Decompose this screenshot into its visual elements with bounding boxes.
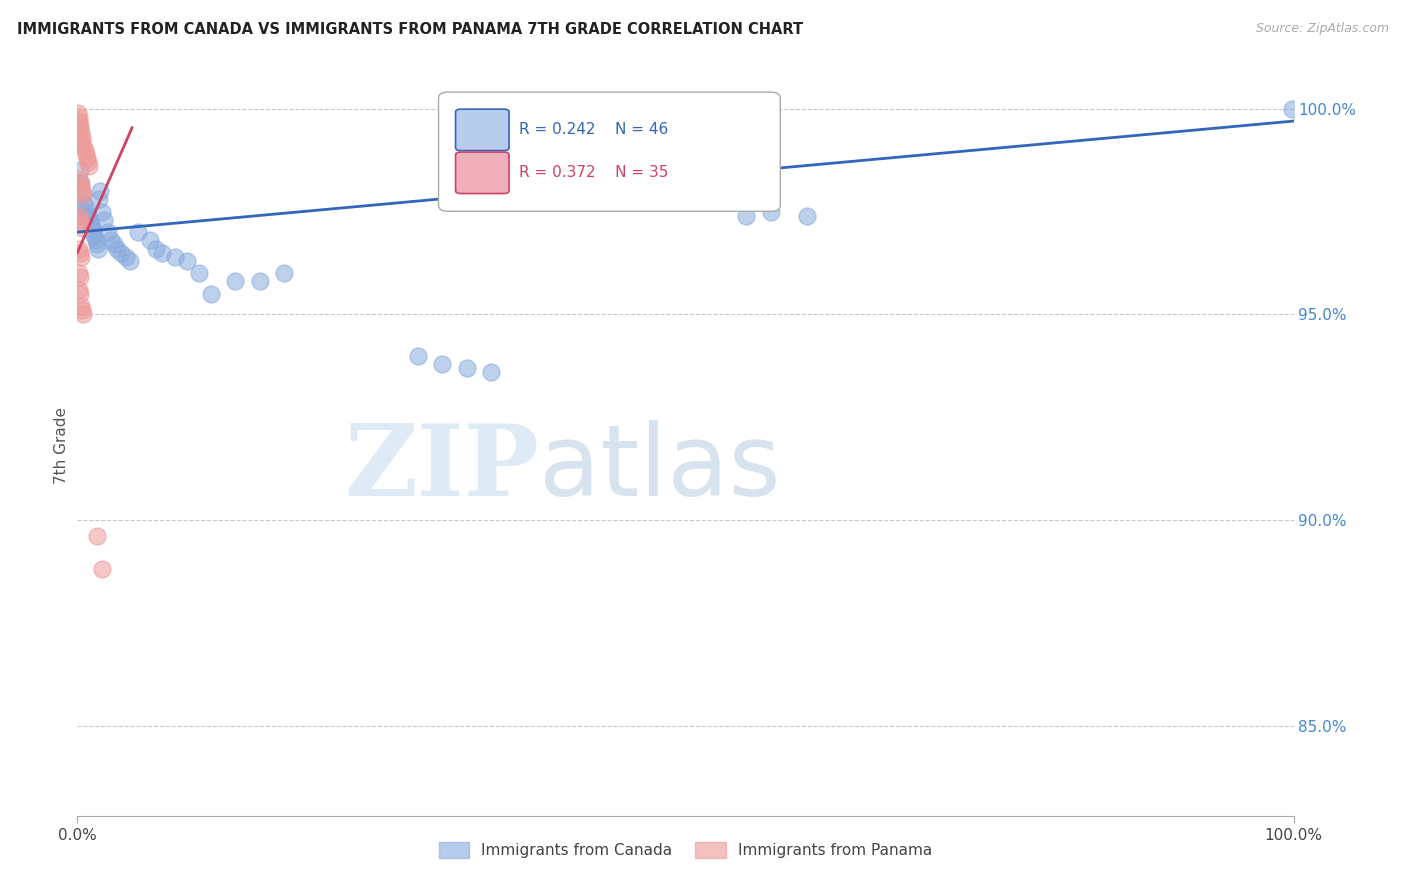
Point [796,209,818,223]
Point [127,225,149,239]
Point [70,184,93,198]
Point [77,155,100,169]
Point [70,130,93,145]
Point [188,266,211,280]
Point [70,127,93,141]
Point [139,233,162,247]
Point [152,245,174,260]
Point [77,209,100,223]
FancyBboxPatch shape [456,152,509,194]
Y-axis label: 7th Grade: 7th Grade [53,408,69,484]
Point [69,286,91,301]
Text: IMMIGRANTS FROM CANADA VS IMMIGRANTS FROM PANAMA 7TH GRADE CORRELATION CHART: IMMIGRANTS FROM CANADA VS IMMIGRANTS FRO… [17,22,803,37]
Point [83,229,105,244]
Point [79,159,101,173]
Point [67,283,90,297]
Point [163,250,186,264]
Point [735,209,758,223]
Point [1281,102,1303,116]
Point [759,204,782,219]
Point [80,217,103,231]
Point [72,138,94,153]
Point [70,299,93,313]
Point [456,360,478,375]
Point [90,204,112,219]
Text: ZIP: ZIP [344,420,540,516]
Point [70,188,93,202]
Point [90,562,112,576]
Point [67,171,90,186]
Point [69,176,91,190]
Text: Source: ZipAtlas.com: Source: ZipAtlas.com [1256,22,1389,36]
Point [107,242,129,256]
Point [66,105,89,120]
Point [67,242,90,256]
Point [82,225,104,239]
Text: R = 0.372    N = 35: R = 0.372 N = 35 [519,165,668,180]
Point [72,196,94,211]
Text: atlas: atlas [540,420,782,516]
Point [176,253,198,268]
Point [67,114,90,128]
Point [89,192,111,206]
Point [84,233,107,247]
Point [73,143,96,157]
Point [406,349,429,363]
Point [80,221,103,235]
Point [479,365,502,379]
Point [70,303,93,318]
Legend: Immigrants from Canada, Immigrants from Panama: Immigrants from Canada, Immigrants from … [433,836,938,864]
Point [70,221,93,235]
Point [79,212,101,227]
Point [69,118,91,132]
Point [72,188,94,202]
Point [273,266,295,280]
Point [115,250,138,264]
Point [249,275,271,289]
Point [118,253,141,268]
Point [69,163,91,178]
Point [86,237,108,252]
Point [72,307,94,321]
Point [145,242,167,256]
Point [75,204,97,219]
Text: R = 0.242    N = 46: R = 0.242 N = 46 [519,122,668,137]
Point [89,184,111,198]
FancyBboxPatch shape [439,92,780,211]
Point [97,225,120,239]
Point [76,151,98,165]
Point [70,135,93,149]
Point [87,242,110,256]
Point [67,209,90,223]
Point [69,245,91,260]
Point [200,286,222,301]
Point [224,275,246,289]
Point [76,209,98,223]
Point [69,270,91,285]
Point [86,529,108,543]
Point [110,245,132,260]
Point [67,266,90,280]
Point [67,110,90,124]
Point [70,179,93,194]
Point [430,357,453,371]
Point [75,147,97,161]
FancyBboxPatch shape [456,109,509,151]
Point [70,217,93,231]
Point [70,176,93,190]
Point [69,122,91,136]
Point [73,201,96,215]
Point [100,233,122,247]
Point [103,237,125,252]
Point [93,212,115,227]
Point [70,250,93,264]
Point [69,212,91,227]
